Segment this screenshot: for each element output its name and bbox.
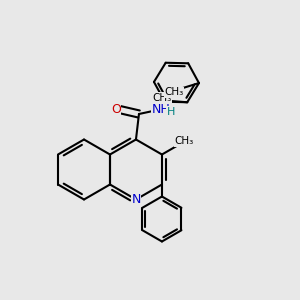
Text: H: H [167, 107, 175, 117]
Text: CH₃: CH₃ [175, 136, 194, 146]
Text: CH₃: CH₃ [153, 93, 172, 103]
Text: NH: NH [152, 103, 171, 116]
Text: O: O [111, 103, 121, 116]
Text: CH₃: CH₃ [164, 87, 184, 97]
Text: N: N [131, 193, 141, 206]
